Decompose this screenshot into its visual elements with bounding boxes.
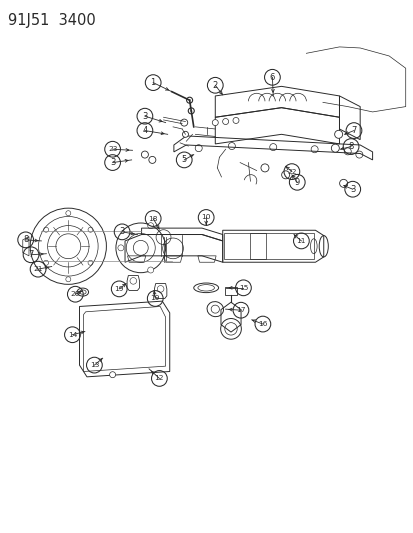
Circle shape xyxy=(182,131,188,138)
Text: 7: 7 xyxy=(28,251,33,259)
Text: 8: 8 xyxy=(23,236,28,244)
Text: 14: 14 xyxy=(68,332,77,338)
Text: 91J51  3400: 91J51 3400 xyxy=(8,13,96,28)
Circle shape xyxy=(339,179,347,188)
Text: 19: 19 xyxy=(150,295,159,302)
Text: 11: 11 xyxy=(296,238,305,244)
Text: 4: 4 xyxy=(142,126,147,135)
Text: 1: 1 xyxy=(150,78,155,87)
Text: 10: 10 xyxy=(201,214,210,221)
Circle shape xyxy=(180,119,187,126)
Text: 17: 17 xyxy=(236,307,245,313)
Circle shape xyxy=(330,144,339,152)
Text: 3: 3 xyxy=(142,112,147,120)
Circle shape xyxy=(141,151,148,158)
Text: 9: 9 xyxy=(294,178,299,187)
Text: 22: 22 xyxy=(287,168,296,175)
Text: 6: 6 xyxy=(269,73,274,82)
Text: 3: 3 xyxy=(110,158,115,167)
Circle shape xyxy=(149,156,155,164)
Circle shape xyxy=(281,171,289,179)
Text: 5: 5 xyxy=(181,156,186,164)
Circle shape xyxy=(233,117,238,124)
Text: 7: 7 xyxy=(351,126,356,135)
Circle shape xyxy=(188,108,194,114)
Text: 20: 20 xyxy=(71,291,80,297)
Text: 16: 16 xyxy=(258,321,267,327)
Circle shape xyxy=(147,267,153,273)
Circle shape xyxy=(260,164,268,172)
Text: 12: 12 xyxy=(154,375,164,382)
Circle shape xyxy=(212,119,218,126)
Text: 8: 8 xyxy=(348,142,353,151)
Text: 19: 19 xyxy=(114,286,123,292)
Circle shape xyxy=(147,223,153,229)
Text: 13: 13 xyxy=(90,362,99,368)
Text: 2: 2 xyxy=(212,81,217,90)
Text: 21: 21 xyxy=(33,266,43,272)
Circle shape xyxy=(222,118,228,125)
Circle shape xyxy=(186,97,192,103)
Circle shape xyxy=(118,245,123,251)
Circle shape xyxy=(334,130,342,139)
Text: 15: 15 xyxy=(238,285,247,291)
Text: 3: 3 xyxy=(119,228,124,236)
Text: 18: 18 xyxy=(148,215,157,222)
Text: 23: 23 xyxy=(108,146,117,152)
Text: 3: 3 xyxy=(349,185,354,193)
Circle shape xyxy=(109,372,115,378)
